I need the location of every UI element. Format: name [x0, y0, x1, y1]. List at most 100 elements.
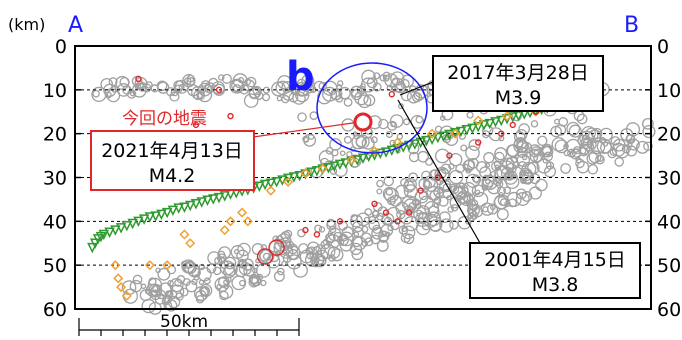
hypocenter-marker — [361, 225, 369, 233]
diamond-marker — [450, 128, 461, 139]
mainshock-2021-marker — [353, 112, 373, 132]
plate-boundary-marker — [421, 135, 432, 147]
hypocenter-marker — [295, 87, 310, 103]
hypocenter-marker — [198, 279, 205, 286]
hypocenter-marker — [141, 298, 156, 314]
hypocenter-marker — [614, 157, 625, 167]
hypocenter-marker — [560, 163, 571, 174]
plate-boundary-marker — [277, 175, 288, 186]
hypocenter-marker — [262, 252, 271, 261]
red-hypocenter-marker — [371, 200, 378, 208]
diamond-marker — [427, 128, 438, 139]
hypocenter-marker — [435, 148, 450, 164]
hypocenter-marker — [563, 149, 571, 157]
plate-boundary-marker — [208, 194, 219, 205]
red-hypocenter-marker — [434, 174, 442, 181]
hypocenter-marker — [191, 267, 201, 278]
red-hypocenter-marker — [268, 239, 285, 256]
plate-boundary-marker — [138, 214, 150, 225]
diamond-marker — [265, 185, 276, 196]
plate-boundary-marker — [467, 123, 478, 135]
hypocenter-marker — [423, 213, 438, 228]
hypocenter-marker — [588, 150, 602, 164]
plate-boundary-marker — [294, 170, 305, 182]
hypocenter-marker — [281, 94, 290, 104]
hypocenter-marker — [456, 191, 469, 204]
diamond-marker — [369, 146, 380, 157]
y-axis-ticks: 0 0 10 10 20 20 30 30 40 40 50 50 60 60 — [43, 36, 681, 321]
diamond-marker — [346, 154, 357, 166]
hypocenter-marker — [612, 138, 626, 152]
region-b-ellipse — [316, 62, 428, 154]
scale-bar — [78, 318, 300, 336]
scale-bar-ticks — [78, 318, 300, 336]
hypocenter-marker — [449, 152, 463, 167]
hypocenter-marker — [185, 260, 194, 269]
diamond-marker — [162, 260, 173, 271]
hypocenter-marker — [537, 135, 548, 146]
hypocenter-marker — [418, 177, 431, 190]
hypocenter-marker — [297, 228, 306, 238]
plate-boundary-marker — [328, 161, 340, 172]
hypocenter-marker — [223, 279, 229, 286]
plate-boundary-marker — [167, 205, 179, 217]
hypocenter-marker — [343, 97, 353, 107]
hypocenter-marker — [481, 124, 494, 137]
plate-boundary-marker — [438, 131, 449, 142]
hypocenter-marker — [642, 117, 654, 130]
hypocenter-marker — [268, 251, 280, 263]
hypocenter-marker — [416, 205, 431, 219]
hypocenter-marker — [279, 244, 294, 259]
hypocenter-marker — [643, 141, 653, 152]
hypocenter-marker — [283, 229, 293, 239]
hypocenter-marker — [232, 84, 242, 93]
hypocenter-marker — [438, 179, 452, 193]
plate-boundary-marker — [484, 118, 495, 130]
hypocenter-marker — [576, 160, 590, 174]
hypocenter-marker — [554, 118, 560, 125]
hypocenter-marker — [486, 180, 502, 195]
hypocenter-marker — [528, 144, 542, 158]
y-tick-label-right: 20 — [657, 124, 681, 146]
hypocenter-marker — [494, 151, 505, 163]
hypocenter-marker — [222, 265, 236, 279]
plate-boundary-marker — [426, 134, 438, 146]
plate-boundary-marker — [115, 223, 127, 234]
hypocenter-marker — [170, 284, 185, 299]
hypocenter-marker — [161, 297, 171, 306]
hypocenter-marker — [566, 121, 581, 136]
hypocenter-marker — [382, 186, 397, 201]
plate-boundary-marker — [311, 166, 323, 177]
hypocenter-marker — [599, 127, 613, 142]
hypocenter-marker — [422, 180, 433, 190]
hypocenter-marker — [150, 84, 159, 93]
hypocenter-marker — [401, 225, 416, 240]
diamond-marker — [219, 225, 230, 236]
plate-boundary-marker — [104, 227, 115, 238]
hypocenter-marker — [584, 127, 599, 142]
hypocenter-marker — [576, 113, 588, 125]
hypocenter-marker — [129, 91, 136, 97]
hypocenter-marker — [460, 144, 468, 152]
hypocenter-marker — [425, 157, 434, 166]
hypocenter-marker — [277, 75, 292, 90]
hypocenter-marker — [465, 167, 472, 174]
hypocenter-marker — [600, 141, 612, 154]
y-tick-label-right: 30 — [657, 168, 681, 190]
diamond-marker — [185, 238, 196, 249]
hypocenter-marker — [252, 85, 262, 96]
hypocenter-marker — [565, 138, 581, 154]
hypocenter-marker — [467, 212, 474, 219]
diamond-marker — [113, 273, 124, 284]
plate-boundary-marker — [288, 172, 300, 183]
annotation-2017-magnitude: M3.9 — [495, 87, 542, 109]
hypocenter-marker — [221, 73, 232, 84]
hypocenter-marker — [383, 175, 394, 187]
hypocenter-marker — [505, 144, 519, 157]
hypocenter-marker — [499, 160, 515, 175]
hypocenter-marker — [276, 95, 283, 102]
diamond-marker — [283, 176, 294, 187]
plate-boundary-marker — [144, 212, 156, 223]
red-hypocenter-marker — [498, 130, 505, 137]
